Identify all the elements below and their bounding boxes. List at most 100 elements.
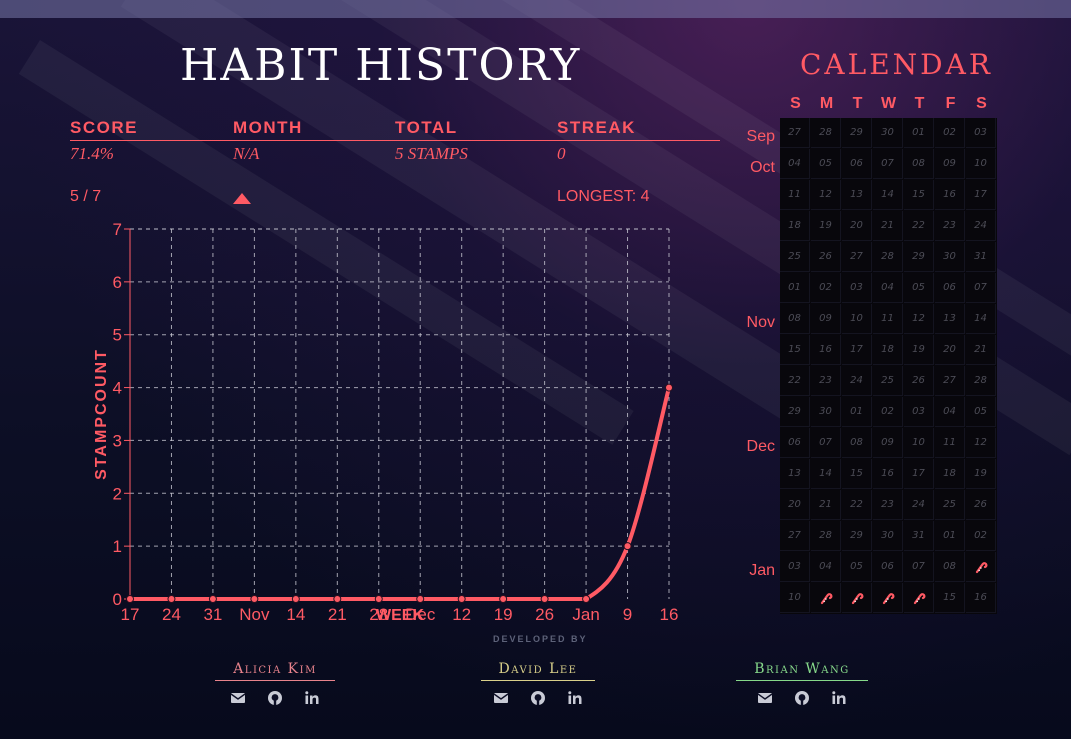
- calendar-day[interactable]: 13: [935, 304, 965, 334]
- calendar-day[interactable]: 26: [811, 242, 841, 272]
- calendar-day[interactable]: 21: [811, 490, 841, 520]
- calendar-day[interactable]: 19: [811, 211, 841, 241]
- calendar-day[interactable]: 13: [842, 180, 872, 210]
- github-icon[interactable]: [267, 690, 284, 707]
- calendar-day[interactable]: 21: [873, 211, 903, 241]
- calendar-day[interactable]: 25: [873, 366, 903, 396]
- data-point[interactable]: [208, 595, 217, 603]
- calendar-day-stamped[interactable]: [873, 583, 903, 613]
- linkedin-icon[interactable]: [831, 690, 848, 707]
- calendar-day[interactable]: 06: [842, 149, 872, 179]
- github-icon[interactable]: [530, 690, 547, 707]
- calendar-day[interactable]: 06: [780, 428, 810, 458]
- calendar-day[interactable]: 15: [904, 180, 934, 210]
- data-point[interactable]: [167, 595, 176, 603]
- calendar-day[interactable]: 03: [966, 118, 996, 148]
- calendar-day[interactable]: 01: [842, 397, 872, 427]
- calendar-day[interactable]: 19: [904, 335, 934, 365]
- linkedin-icon[interactable]: [304, 690, 321, 707]
- calendar-day[interactable]: 05: [811, 149, 841, 179]
- calendar-day[interactable]: 16: [966, 583, 996, 613]
- calendar-day[interactable]: 27: [780, 118, 810, 148]
- calendar-day[interactable]: 11: [873, 304, 903, 334]
- calendar-day[interactable]: 18: [873, 335, 903, 365]
- calendar-day[interactable]: 29: [904, 242, 934, 272]
- calendar-day[interactable]: 08: [904, 149, 934, 179]
- calendar-day[interactable]: 01: [780, 273, 810, 303]
- calendar-day-stamped[interactable]: [842, 583, 872, 613]
- calendar-day[interactable]: 25: [935, 490, 965, 520]
- data-point[interactable]: [416, 595, 425, 603]
- data-point[interactable]: [374, 595, 383, 603]
- calendar-day[interactable]: 26: [966, 490, 996, 520]
- calendar-day[interactable]: 15: [842, 459, 872, 489]
- calendar-day[interactable]: 10: [904, 428, 934, 458]
- data-point[interactable]: [457, 595, 466, 603]
- calendar-day[interactable]: 16: [935, 180, 965, 210]
- calendar-day[interactable]: 29: [842, 118, 872, 148]
- calendar-day[interactable]: 22: [842, 490, 872, 520]
- calendar-day[interactable]: 17: [966, 180, 996, 210]
- calendar-day[interactable]: 12: [904, 304, 934, 334]
- calendar-day[interactable]: 26: [904, 366, 934, 396]
- calendar-day[interactable]: 08: [935, 552, 965, 582]
- data-point[interactable]: [623, 542, 632, 551]
- calendar-day[interactable]: 18: [780, 211, 810, 241]
- data-point[interactable]: [665, 383, 673, 392]
- calendar-day[interactable]: 02: [935, 118, 965, 148]
- calendar-day[interactable]: 20: [842, 211, 872, 241]
- calendar-day[interactable]: 05: [842, 552, 872, 582]
- calendar-day[interactable]: 19: [966, 459, 996, 489]
- calendar-day[interactable]: 23: [873, 490, 903, 520]
- calendar-day[interactable]: 14: [966, 304, 996, 334]
- calendar-day[interactable]: 30: [873, 118, 903, 148]
- calendar-day[interactable]: 17: [904, 459, 934, 489]
- calendar-day[interactable]: 02: [873, 397, 903, 427]
- linkedin-icon[interactable]: [567, 690, 584, 707]
- calendar-day[interactable]: 03: [842, 273, 872, 303]
- calendar-day[interactable]: 04: [935, 397, 965, 427]
- calendar-day[interactable]: 01: [904, 118, 934, 148]
- calendar-day-stamped[interactable]: [811, 583, 841, 613]
- calendar-day[interactable]: 29: [780, 397, 810, 427]
- calendar-day[interactable]: 11: [935, 428, 965, 458]
- calendar-day[interactable]: 10: [966, 149, 996, 179]
- calendar-day[interactable]: 24: [842, 366, 872, 396]
- envelope-icon[interactable]: [757, 690, 774, 707]
- calendar-day[interactable]: 27: [935, 366, 965, 396]
- data-point[interactable]: [291, 595, 300, 603]
- calendar-day[interactable]: 02: [811, 273, 841, 303]
- calendar-day[interactable]: 30: [811, 397, 841, 427]
- calendar-day[interactable]: 15: [935, 583, 965, 613]
- calendar-day[interactable]: 05: [904, 273, 934, 303]
- calendar-day[interactable]: 06: [935, 273, 965, 303]
- github-icon[interactable]: [794, 690, 811, 707]
- calendar-day[interactable]: 09: [811, 304, 841, 334]
- calendar-day[interactable]: 06: [873, 552, 903, 582]
- calendar-day[interactable]: 24: [966, 211, 996, 241]
- calendar-day[interactable]: 05: [966, 397, 996, 427]
- calendar-day[interactable]: 16: [873, 459, 903, 489]
- calendar-day[interactable]: 10: [842, 304, 872, 334]
- calendar-day[interactable]: 28: [811, 118, 841, 148]
- calendar-day[interactable]: 03: [780, 552, 810, 582]
- calendar-day[interactable]: 16: [811, 335, 841, 365]
- calendar-day[interactable]: 09: [935, 149, 965, 179]
- calendar-day[interactable]: 21: [966, 335, 996, 365]
- calendar-day[interactable]: 04: [873, 273, 903, 303]
- calendar-day[interactable]: 13: [780, 459, 810, 489]
- calendar-day[interactable]: 07: [904, 552, 934, 582]
- calendar-day[interactable]: 23: [935, 211, 965, 241]
- data-point[interactable]: [540, 595, 549, 603]
- calendar-day[interactable]: 23: [811, 366, 841, 396]
- calendar-day[interactable]: 08: [780, 304, 810, 334]
- calendar-day[interactable]: 25: [780, 242, 810, 272]
- calendar-day[interactable]: 17: [842, 335, 872, 365]
- calendar-day[interactable]: 27: [842, 242, 872, 272]
- calendar-day[interactable]: 20: [780, 490, 810, 520]
- data-point[interactable]: [126, 595, 134, 603]
- data-point[interactable]: [333, 595, 342, 603]
- data-point[interactable]: [250, 595, 259, 603]
- calendar-day[interactable]: 04: [780, 149, 810, 179]
- calendar-day[interactable]: 12: [966, 428, 996, 458]
